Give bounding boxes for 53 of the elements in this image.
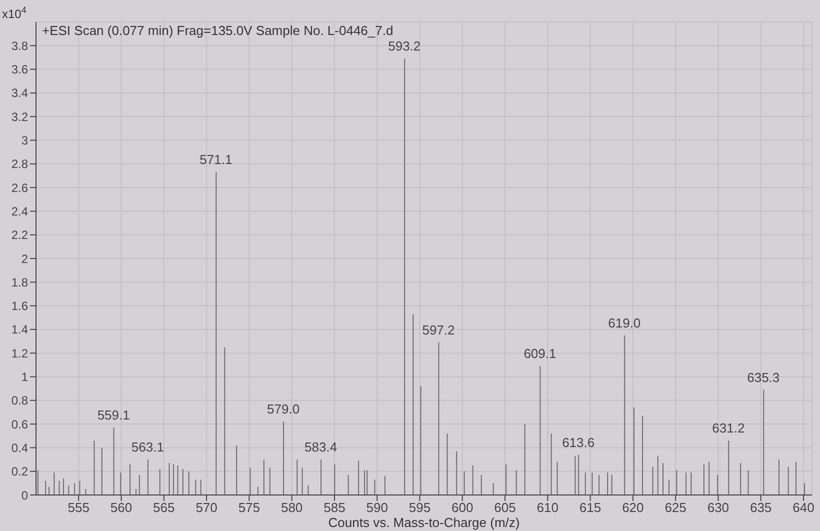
x-tick-label: 575 <box>238 500 260 516</box>
y-tick-label: 0 <box>21 488 28 502</box>
x-tick-label: 595 <box>408 500 431 516</box>
x-tick-label: 610 <box>536 500 558 516</box>
y-tick-label: 1.4 <box>11 322 28 337</box>
y-tick-label: 2.2 <box>11 228 28 242</box>
annotation: 631.2 <box>712 420 745 436</box>
annotation: 619.0 <box>608 315 641 330</box>
annotation: 571.1 <box>200 152 232 168</box>
x-tick-label: 630 <box>707 500 730 516</box>
x-tick-label: 620 <box>622 500 644 516</box>
y-tick-label: 1.6 <box>11 299 28 314</box>
y-tick-label: 1.2 <box>11 346 28 360</box>
y-tick-label: 3.2 <box>11 110 28 124</box>
x-tick-label: 590 <box>366 500 388 516</box>
annotation: 593.2 <box>388 38 421 54</box>
y-tick-label: 3.8 <box>11 38 28 53</box>
annotation: 579.0 <box>267 402 300 417</box>
x-axis-title: Counts vs. Mass-to-Charge (m/z) <box>328 515 520 530</box>
y-tick-label: 1.8 <box>11 275 28 290</box>
annotation: 583.4 <box>304 440 338 455</box>
x-tick-label: 600 <box>452 500 474 516</box>
x-tick-label: 640 <box>792 500 814 516</box>
annotation: 613.6 <box>562 434 595 450</box>
x-tick-label: 625 <box>664 500 686 516</box>
y-tick-label: 2.8 <box>11 157 28 172</box>
x-tick-label: 555 <box>68 500 90 516</box>
y-tick-label: 0.8 <box>11 394 28 408</box>
x-tick-label: 605 <box>494 500 516 516</box>
annotation: 635.3 <box>747 370 780 385</box>
y-tick-label: 0.2 <box>11 464 28 479</box>
y-tick-label: 1 <box>21 370 28 384</box>
annotation: 563.1 <box>131 440 164 455</box>
y-tick-label: 2.4 <box>11 204 28 218</box>
x-tick-label: 635 <box>750 500 772 516</box>
y-axis-title: x10$^{4}$ <box>2 5 26 21</box>
y-tick-label: 3.4 <box>11 86 28 100</box>
annotation: 597.2 <box>422 322 455 338</box>
y-tick-label: 0.4 <box>11 440 28 455</box>
x-tick-label: 565 <box>153 500 175 516</box>
y-tick-label: 2 <box>21 252 28 266</box>
chart-title: +ESI Scan (0.077 min) Frag=135.0V Sample No. L-0446_7.d <box>42 23 394 38</box>
annotation: 559.1 <box>97 408 130 423</box>
x-tick-label: 570 <box>196 500 218 516</box>
x-tick-label: 615 <box>579 500 602 516</box>
y-tick-label: 3.6 <box>11 62 28 77</box>
x-tick-label: 585 <box>324 500 346 516</box>
x-tick-label: 560 <box>110 500 132 516</box>
x-tick-label: 580 <box>280 500 303 516</box>
y-tick-label: 0.6 <box>11 417 28 432</box>
annotation: 609.1 <box>524 346 556 362</box>
y-tick-label: 3 <box>21 134 28 148</box>
y-tick-label: 2.6 <box>11 180 28 195</box>
